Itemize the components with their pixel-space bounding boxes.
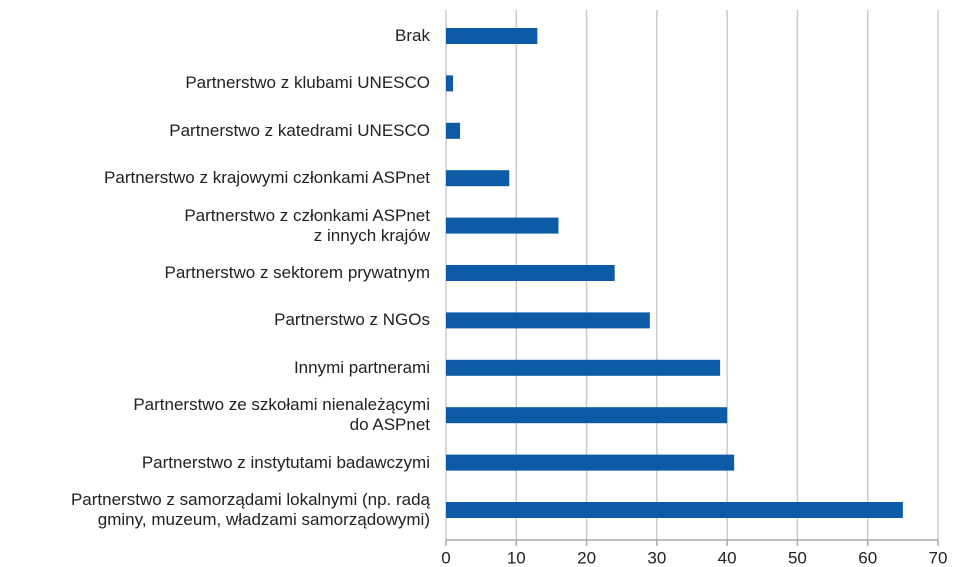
bar <box>446 359 721 376</box>
y-tick-label: Partnerstwo z krajowymi członkami ASPnet <box>104 168 430 188</box>
y-tick-label: Partnerstwo z klubami UNESCO <box>185 73 430 93</box>
bar <box>446 170 510 187</box>
bar <box>446 454 735 471</box>
x-tick-label: 60 <box>858 548 877 567</box>
y-tick-label: Partnerstwo z NGOs <box>274 310 430 330</box>
bar <box>446 265 615 281</box>
bar <box>446 502 903 518</box>
x-tick-label: 70 <box>929 548 948 567</box>
y-tick-label: Partnerstwo z samorządami lokalnymi (np.… <box>70 490 430 529</box>
bar <box>446 407 728 424</box>
y-tick-label: Partnerstwo z katedrami UNESCO <box>169 120 430 140</box>
y-tick-label: Brak <box>395 26 430 45</box>
x-tick-label: 20 <box>577 548 596 567</box>
bar <box>446 217 559 234</box>
x-tick-label: 40 <box>718 548 737 567</box>
y-tick-label: Partnerstwo z instytutami badawczymi <box>141 452 430 472</box>
bar <box>446 75 454 92</box>
x-tick-label: 10 <box>507 548 526 567</box>
bar <box>446 312 650 329</box>
x-tick-label: 30 <box>647 548 666 567</box>
y-tick-label: Partnerstwo z sektorem prywatnym <box>164 263 430 282</box>
y-tick-label: Partnerstwo ze szkołami nienależącymi do… <box>133 395 430 435</box>
y-tick-label: Partnerstwo z członkami ASPnet z innych … <box>184 205 430 245</box>
y-tick-label: Innymi partnerami <box>293 357 430 377</box>
bar <box>446 122 461 139</box>
x-tick-label: 0 <box>441 548 450 567</box>
x-tick-label: 50 <box>788 548 807 567</box>
bar <box>446 28 538 44</box>
